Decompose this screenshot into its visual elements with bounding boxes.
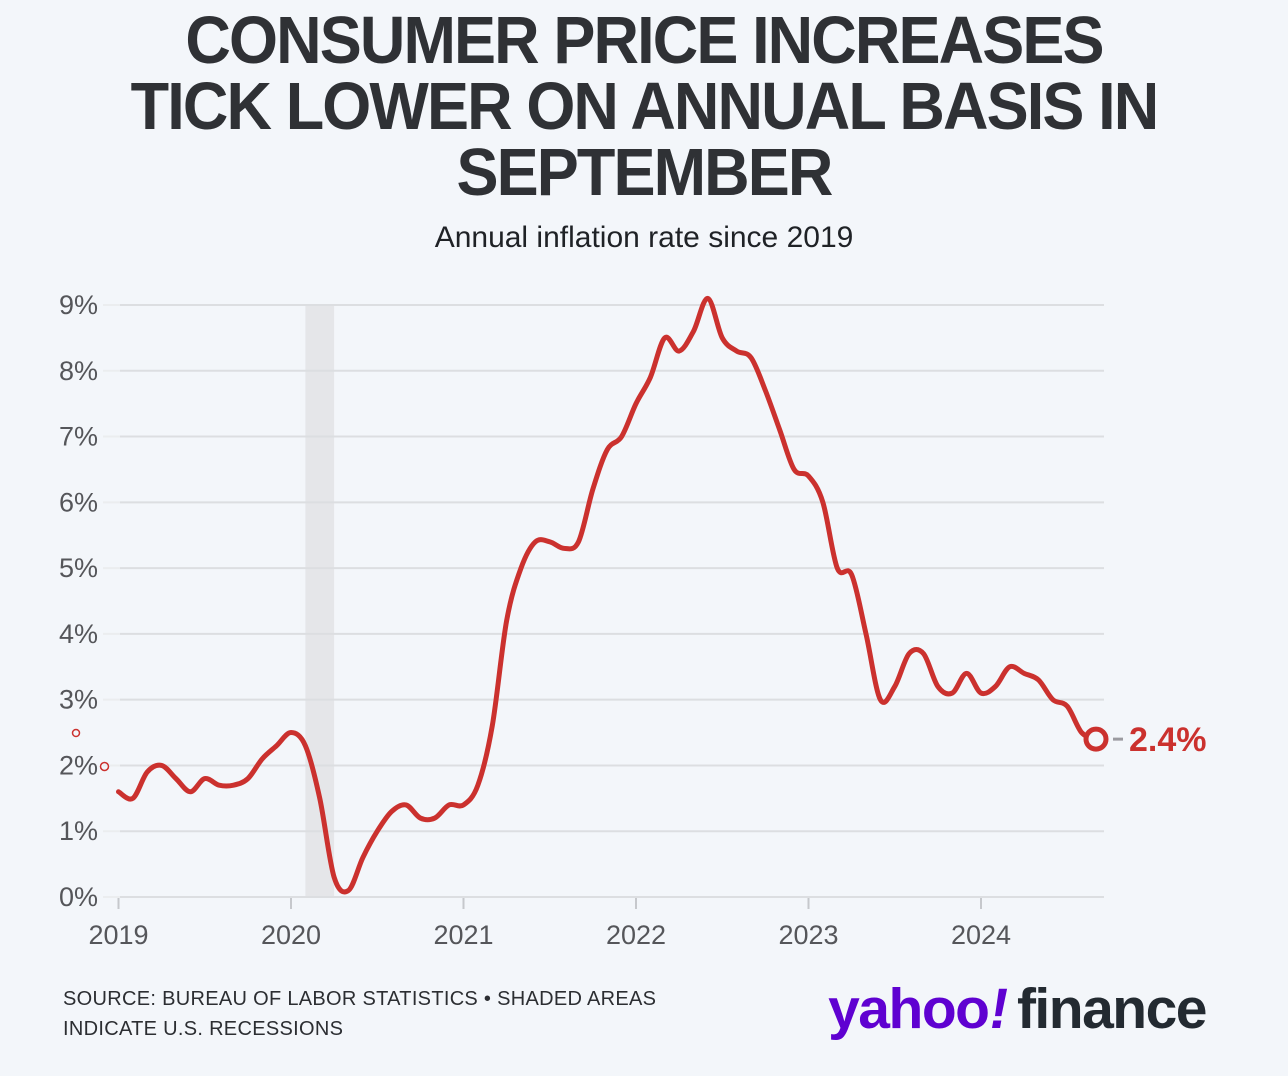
y-tick-label: 8% [59,356,98,386]
source-note-line-1: SOURCE: BUREAU OF LABOR STATISTICS • SHA… [63,988,657,1010]
stray-marker-artifact [99,761,110,772]
title-line-3: SEPTEMBER [456,135,833,210]
y-tick-label: 4% [59,619,98,649]
chart-subtitle: Annual inflation rate since 2019 [434,221,854,254]
x-tick-label: 2022 [606,920,666,950]
x-tick-label: 2023 [778,920,838,950]
y-tick-label: 9% [59,290,98,320]
end-point-label: 2.4% [1129,721,1207,759]
end-point-marker [1083,726,1109,752]
title-line-2: TICK LOWER ON ANNUAL BASIS IN [130,69,1160,144]
x-tick-label: 2021 [433,920,493,950]
y-tick-label: 3% [59,685,98,715]
logo-finance-text: finance [1016,977,1208,1041]
y-tick-label: 2% [59,750,98,780]
y-tick-label: 1% [59,816,98,846]
source-note-line-2: INDICATE U.S. RECESSIONS [63,1018,344,1040]
y-tick-label: 5% [59,553,98,583]
y-tick-label: 7% [59,422,98,452]
page-title: CONSUMER PRICE INCREASES TICK LOWER ON A… [39,3,1250,210]
logo-exclamation-icon: ! [984,977,1014,1041]
logo-yahoo-text: yahoo [828,977,990,1041]
stray-marker-artifact [71,728,81,738]
title-line-1: CONSUMER PRICE INCREASES [185,3,1104,78]
inflation-line [116,295,1099,895]
source-note: SOURCE: BUREAU OF LABOR STATISTICS • SHA… [63,984,656,1044]
y-tick-label: 6% [59,487,98,517]
x-tick-label: 2019 [88,920,148,950]
yahoo-finance-logo: yahoo!finance [828,976,1208,1042]
x-tick-label: 2020 [261,920,321,950]
x-tick-label: 2024 [951,920,1011,950]
y-tick-label: 0% [59,882,98,912]
